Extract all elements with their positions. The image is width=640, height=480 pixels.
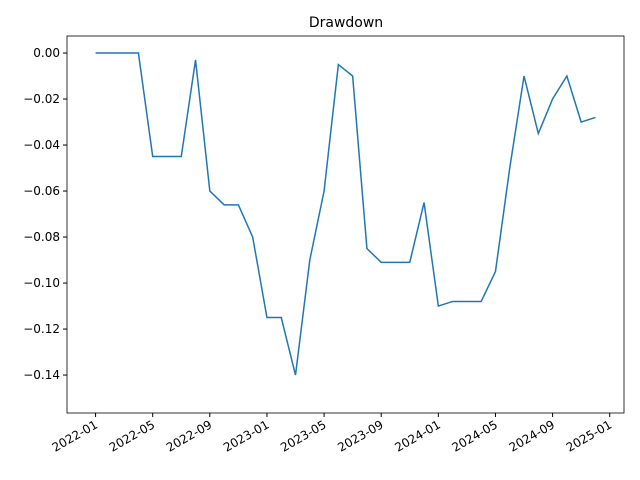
y-tick-label: −0.10 <box>23 276 60 290</box>
y-tick-label: −0.14 <box>23 368 60 382</box>
line <box>95 52 596 376</box>
x-tick-label: 2023-09 <box>335 417 385 454</box>
y-tick-label: −0.12 <box>23 322 60 336</box>
x-tick-label: 2024-05 <box>450 417 500 454</box>
x-tick-label: 2022-01 <box>50 417 100 454</box>
x-tick-label: 2024-01 <box>392 417 442 454</box>
y-tick-label: −0.04 <box>23 138 60 152</box>
plot-frame <box>66 35 625 414</box>
x-tick-label: 2024-09 <box>507 417 557 454</box>
x-tick-label: 2023-05 <box>278 417 328 454</box>
chart-title: Drawdown <box>309 15 383 31</box>
y-tick-label: −0.08 <box>23 230 60 244</box>
x-tick-label: 2025-01 <box>564 417 614 454</box>
x-tick-label: 2022-05 <box>107 417 157 454</box>
x-tick-label: 2022-09 <box>164 417 214 454</box>
y-tick-label: 0.00 <box>33 46 60 60</box>
x-tick-label: 2023-01 <box>221 417 271 454</box>
y-tick-label: −0.02 <box>23 92 60 106</box>
y-tick-label: −0.06 <box>23 184 60 198</box>
